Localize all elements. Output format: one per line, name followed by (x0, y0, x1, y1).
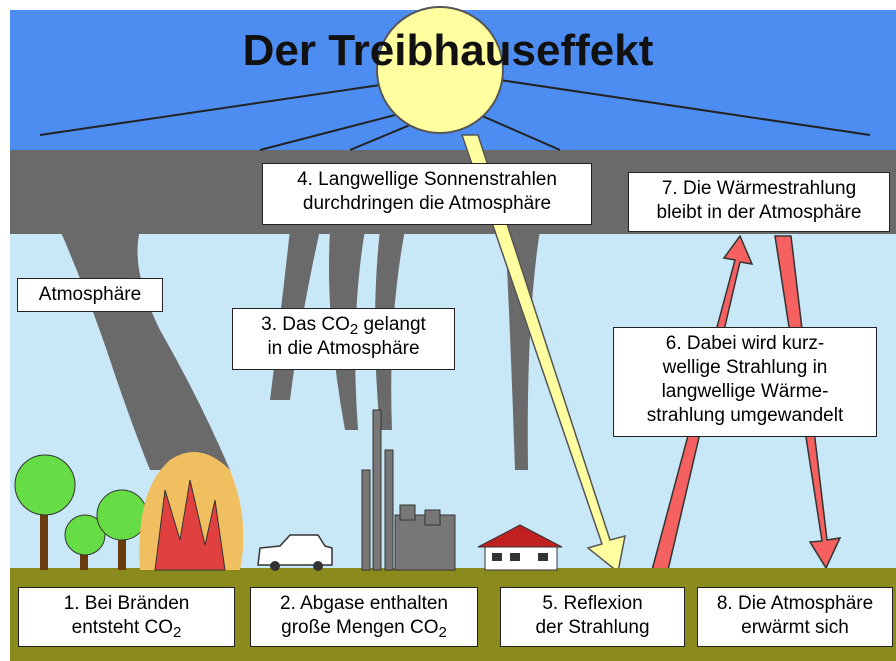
label-line: 8. Die Atmosphäre (698, 592, 892, 616)
label-text: gelangt (358, 314, 426, 335)
step7-label: 7. Die Wärmestrahlung bleibt in der Atmo… (628, 172, 890, 232)
label-line: 6. Dabei wird kurz- (614, 332, 876, 356)
label-line: 2. Abgase enthalten (251, 592, 477, 616)
greenhouse-diagram: Der Treibhauseffekt Atmosphäre 4. Langwe… (0, 0, 896, 661)
label-line: 1. Bei Bränden (19, 592, 234, 616)
subscript: 2 (439, 624, 447, 641)
step3-label: 3. Das CO2 gelangt in die Atmosphäre (232, 308, 455, 370)
label-line: bleibt in der Atmosphäre (629, 201, 889, 225)
label-line: wellige Strahlung in (614, 356, 876, 380)
title: Der Treibhauseffekt (0, 26, 896, 76)
step8-label: 8. Die Atmosphäre erwärmt sich (697, 587, 893, 647)
label-line: 4. Langwellige Sonnenstrahlen (263, 168, 591, 192)
label-line: 7. Die Wärmestrahlung (629, 177, 889, 201)
label-line: in die Atmosphäre (233, 337, 454, 361)
label-line: Atmosphäre (18, 283, 162, 307)
label-text: entsteht CO (72, 617, 173, 638)
label-line: der Strahlung (501, 616, 684, 640)
label-line: durchdringen die Atmosphäre (263, 192, 591, 216)
label-line: 3. Das CO2 gelangt (233, 313, 454, 337)
label-text: 3. Das CO (261, 314, 350, 335)
subscript: 2 (173, 624, 181, 641)
step4-label: 4. Langwellige Sonnenstrahlen durchdring… (262, 163, 592, 225)
label-line: 5. Reflexion (501, 592, 684, 616)
label-text: große Mengen CO (281, 617, 438, 638)
label-line: entsteht CO2 (19, 616, 234, 640)
label-line: strahlung umgewandelt (614, 404, 876, 428)
step6-label: 6. Dabei wird kurz- wellige Strahlung in… (613, 327, 877, 437)
step5-label: 5. Reflexion der Strahlung (500, 587, 685, 647)
label-line: große Mengen CO2 (251, 616, 477, 640)
step1-label: 1. Bei Bränden entsteht CO2 (18, 587, 235, 647)
step2-label: 2. Abgase enthalten große Mengen CO2 (250, 587, 478, 647)
atmosphere-label: Atmosphäre (17, 278, 163, 312)
label-line: langwellige Wärme- (614, 380, 876, 404)
label-line: erwärmt sich (698, 616, 892, 640)
subscript: 2 (350, 321, 358, 338)
